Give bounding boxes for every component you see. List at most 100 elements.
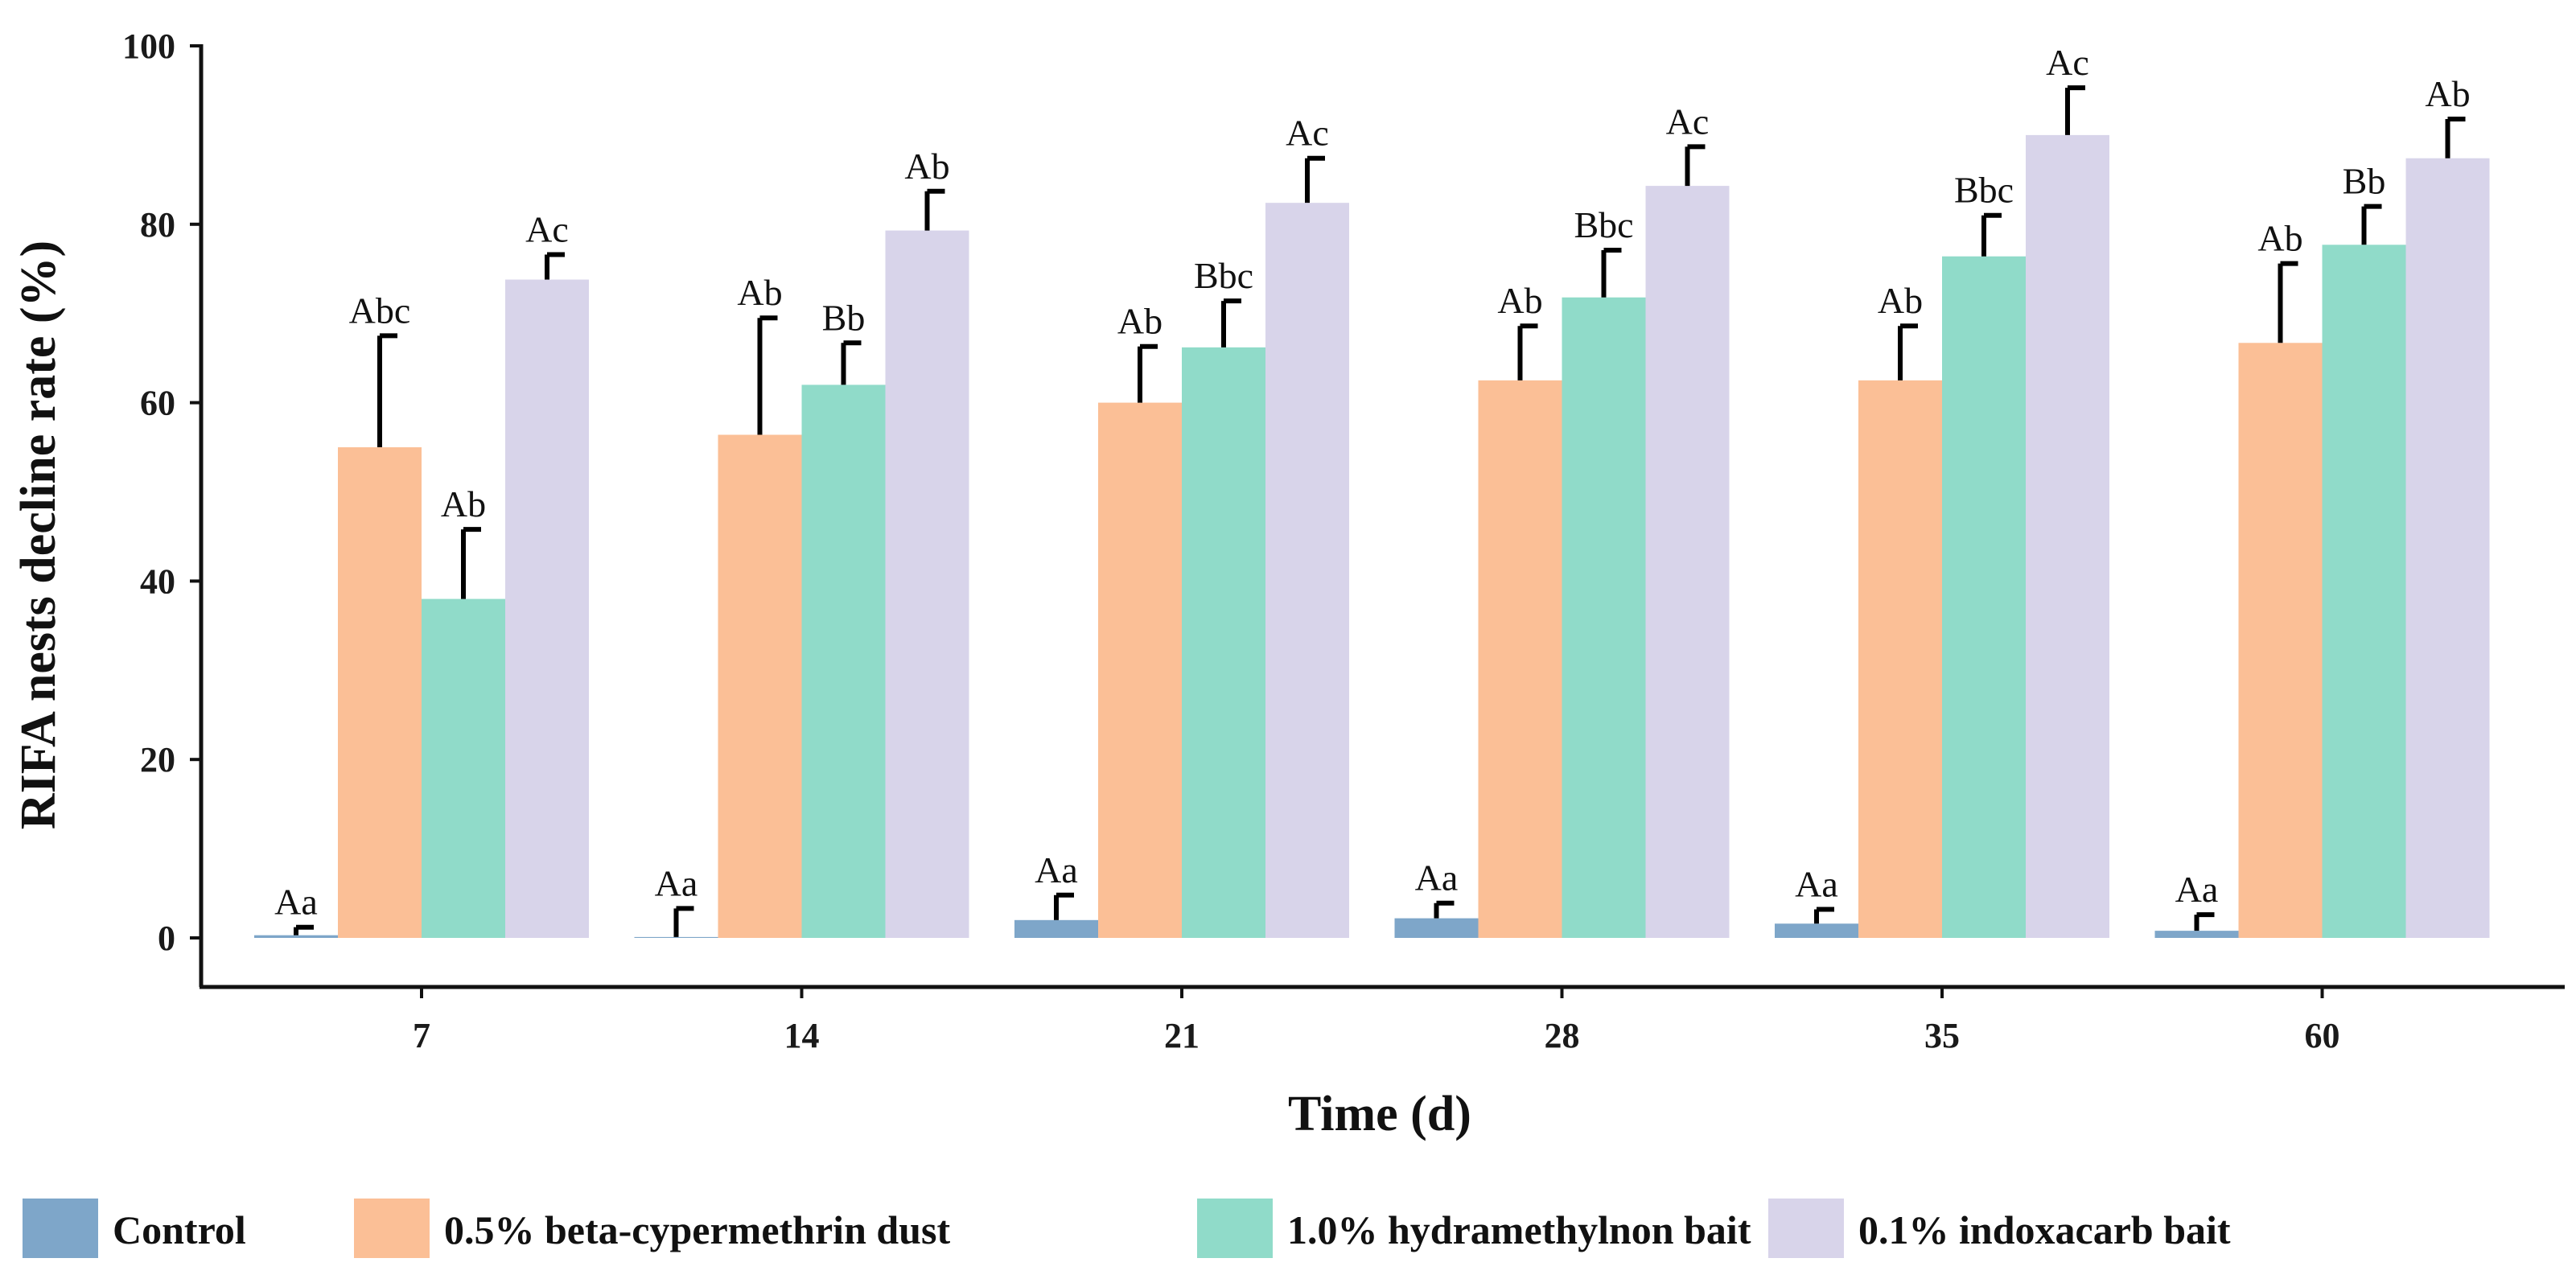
error-bar-14-4	[924, 188, 945, 231]
legend-label: 1.0% hydramethylnon bait	[1287, 1207, 1751, 1252]
error-bars-layer	[294, 85, 2466, 937]
significance-label-14-2: Ab	[737, 272, 782, 313]
significance-label-35-2: Ab	[1878, 280, 1923, 321]
significance-label-7-1: Aa	[274, 882, 318, 923]
error-bar-21-3	[1221, 298, 1241, 347]
bars-layer	[254, 134, 2490, 939]
significance-label-60-3: Bb	[2343, 161, 2386, 202]
error-bar-14-1	[673, 906, 694, 937]
bar-35-1	[1775, 923, 1858, 938]
error-bar-21-2	[1138, 343, 1158, 403]
error-bar-35-1	[1814, 907, 1834, 924]
x-tick-label-28: 28	[1545, 1016, 1580, 1055]
bar-21-3	[1182, 347, 1265, 938]
x-tick-label-7: 7	[413, 1016, 430, 1055]
legend-item-3: 1.0% hydramethylnon bait	[1197, 1199, 1751, 1258]
significance-label-7-2: Abc	[349, 290, 411, 331]
significance-label-14-1: Aa	[655, 862, 698, 903]
x-tick-label-21: 21	[1164, 1016, 1200, 1055]
y-ticks-layer: 0 20 40 60 80 100	[122, 27, 201, 958]
error-bar-7-3	[461, 527, 481, 599]
significance-label-35-4: Ac	[2046, 42, 2089, 83]
y-axis-title: RIFA nests decline rate (%)	[11, 241, 66, 829]
bar-21-2	[1098, 402, 1182, 939]
y-tick-label-0: 0	[158, 919, 175, 958]
error-bar-21-1	[1054, 892, 1074, 920]
bar-60-3	[2322, 245, 2406, 938]
legend-item-4: 0.1% indoxacarb bait	[1768, 1199, 2231, 1258]
bar-35-4	[2026, 134, 2109, 938]
bar-21-4	[1265, 203, 1349, 938]
significance-label-60-2: Ab	[2257, 218, 2302, 259]
legend-item-2: 0.5% beta-cypermethrin dust	[354, 1199, 950, 1258]
y-tick-label-40: 40	[140, 561, 175, 601]
legend: Control 0.5% beta-cypermethrin dust 1.0% h…	[23, 1199, 2231, 1258]
bar-35-3	[1942, 256, 2026, 938]
bar-28-1	[1394, 918, 1479, 938]
significance-label-21-2: Ab	[1117, 301, 1162, 342]
x-ticks-layer: 7 14 21 28 35 60	[413, 987, 2340, 1055]
significance-label-28-1: Aa	[1415, 857, 1459, 898]
error-bar-35-2	[1898, 323, 1918, 380]
bar-60-1	[2154, 931, 2239, 938]
error-bar-28-2	[1517, 323, 1538, 380]
error-bar-7-4	[545, 252, 565, 280]
error-bar-60-4	[2445, 116, 2466, 158]
significance-label-14-3: Bb	[822, 297, 866, 338]
error-bar-28-1	[1434, 900, 1455, 919]
significance-label-21-4: Ac	[1286, 113, 1329, 154]
error-bar-21-4	[1305, 155, 1325, 204]
bar-28-2	[1478, 380, 1562, 938]
bar-7-2	[338, 447, 422, 938]
significance-label-60-1: Aa	[2175, 869, 2219, 910]
bar-7-1	[254, 935, 338, 938]
legend-swatch	[1197, 1199, 1273, 1258]
x-tick-label-35: 35	[1924, 1016, 1960, 1055]
bar-7-4	[505, 279, 589, 939]
bar-14-2	[718, 434, 802, 938]
x-axis-title: Time (d)	[1288, 1087, 1471, 1141]
significance-labels-layer: Aa Abc Ab Ac Aa Ab Bb Ab Aa Ab Bbc Ac Aa Ab Bbc Ac Aa Ab B…	[274, 42, 2470, 923]
significance-label-35-3: Bbc	[1954, 170, 2014, 211]
y-tick-label-80: 80	[140, 205, 175, 245]
bar-28-3	[1562, 297, 1646, 938]
y-tick-label-60: 60	[140, 384, 175, 423]
legend-label: 0.5% beta-cypermethrin dust	[444, 1207, 950, 1252]
bar-14-1	[634, 936, 718, 938]
significance-label-21-3: Bbc	[1194, 255, 1253, 296]
significance-label-28-4: Ac	[1666, 101, 1710, 142]
error-bar-28-4	[1685, 144, 1706, 187]
significance-label-35-1: Aa	[1795, 864, 1838, 905]
error-bar-7-2	[377, 333, 397, 448]
bar-35-2	[1858, 380, 1942, 938]
y-tick-label-20: 20	[140, 740, 175, 779]
error-bar-7-1	[294, 924, 314, 935]
legend-label: 0.1% indoxacarb bait	[1858, 1207, 2231, 1252]
error-bar-35-3	[1981, 212, 2002, 257]
legend-item-1: Control	[23, 1199, 246, 1258]
significance-label-60-4: Ab	[2425, 73, 2470, 114]
significance-label-7-3: Ab	[441, 483, 486, 524]
significance-label-21-1: Aa	[1035, 849, 1078, 890]
error-bar-60-1	[2194, 912, 2215, 931]
bar-60-4	[2405, 158, 2490, 938]
significance-label-14-4: Ab	[904, 146, 949, 187]
legend-label: Control	[113, 1207, 246, 1252]
bar-14-3	[801, 384, 886, 938]
bar-7-3	[422, 598, 505, 938]
error-bar-14-2	[757, 315, 778, 435]
significance-label-7-4: Ac	[525, 209, 569, 250]
bar-14-4	[885, 230, 969, 938]
legend-swatch	[354, 1199, 430, 1258]
significance-label-28-2: Ab	[1497, 280, 1542, 321]
error-bar-60-2	[2278, 261, 2298, 343]
bar-60-2	[2238, 343, 2323, 938]
error-bar-60-3	[2361, 204, 2382, 245]
error-bar-35-4	[2065, 85, 2085, 135]
error-bar-14-3	[841, 340, 862, 385]
bar-28-4	[1645, 186, 1730, 938]
bar-21-1	[1014, 919, 1098, 938]
legend-swatch	[23, 1199, 98, 1258]
legend-swatch	[1768, 1199, 1844, 1258]
